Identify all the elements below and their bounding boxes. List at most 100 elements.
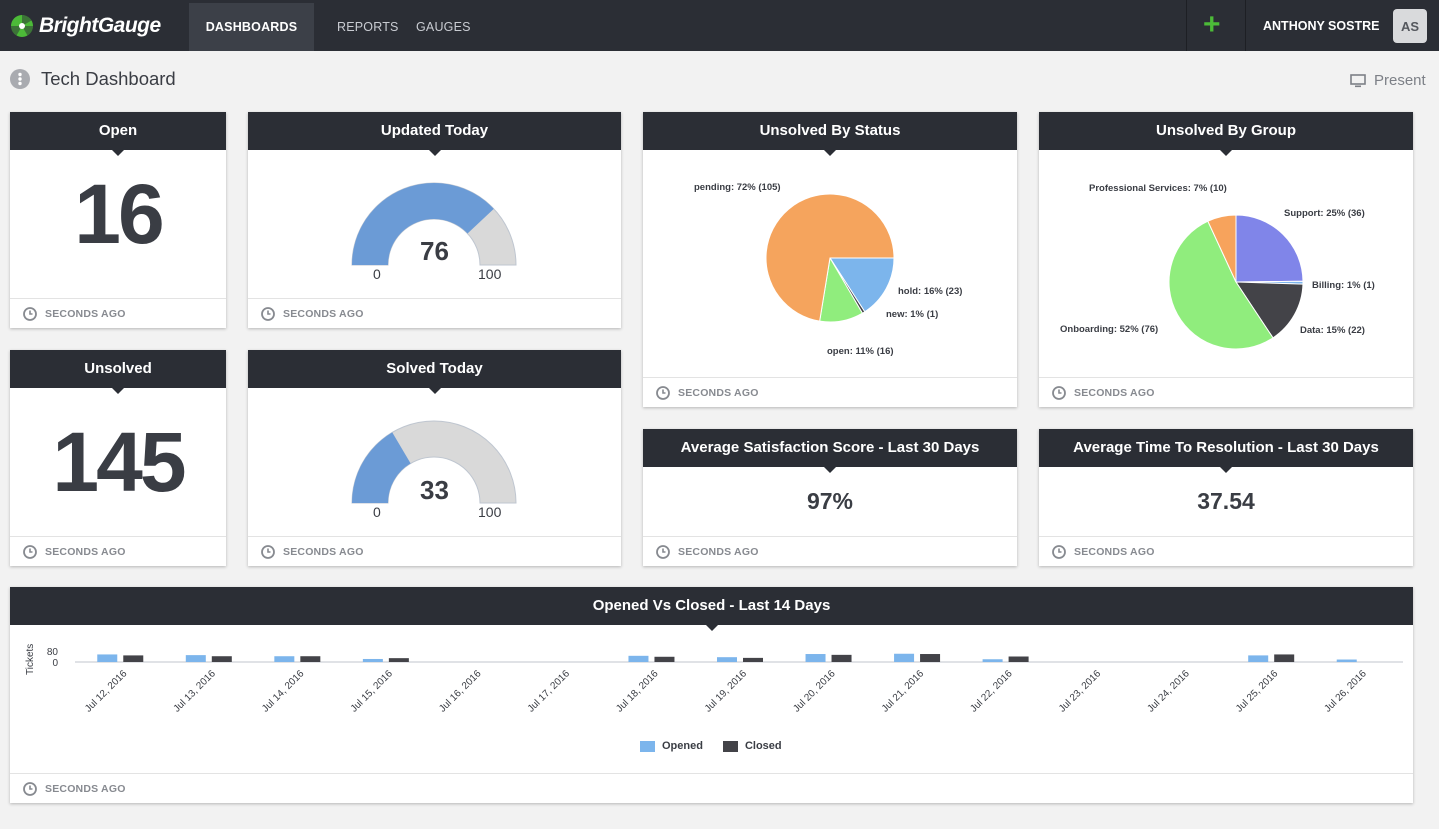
x-tick-label: Jul 18, 2016 (614, 668, 661, 715)
bar-opened[interactable] (97, 654, 118, 662)
card-footer: SECONDS AGO (10, 773, 1413, 803)
bar-opened[interactable] (1336, 659, 1357, 662)
pie-label-support: Support: 25% (36) (1284, 208, 1365, 219)
bar-closed[interactable] (654, 656, 675, 662)
bar-closed[interactable] (300, 656, 321, 662)
card-updated-today[interactable]: Updated Today 76 0 100 SECONDS AGO (248, 112, 621, 328)
nav-dashboards[interactable]: DASHBOARDS (189, 3, 314, 51)
x-tick-label: Jul 14, 2016 (260, 668, 307, 715)
logo-icon (11, 15, 33, 37)
card-title: Average Satisfaction Score - Last 30 Day… (643, 429, 1017, 473)
pie-label-new: new: 1% (1) (886, 309, 939, 320)
clock-icon (1052, 544, 1066, 559)
card-unsolved-by-group[interactable]: Unsolved By Group Support: 25% (36) Bill… (1039, 112, 1413, 407)
bar-opened[interactable] (628, 655, 649, 662)
unsolved-count: 145 (52, 415, 186, 509)
card-footer: SECONDS AGO (643, 536, 1017, 566)
present-label: Present (1374, 72, 1426, 89)
updated-time: SECONDS AGO (45, 545, 126, 558)
updated-time: SECONDS AGO (45, 307, 126, 320)
legend-opened[interactable]: Opened (640, 740, 703, 752)
updated-time: SECONDS AGO (1074, 386, 1155, 399)
bar-closed[interactable] (388, 658, 409, 662)
present-button[interactable]: Present (1350, 72, 1426, 89)
pie-slice[interactable] (765, 193, 895, 322)
y-tick-label: 80 (47, 647, 59, 658)
card-title: Unsolved By Status (643, 112, 1017, 156)
clock-icon (23, 781, 37, 796)
clock-icon (656, 385, 670, 400)
card-avg-satisfaction[interactable]: Average Satisfaction Score - Last 30 Day… (643, 429, 1017, 566)
avatar[interactable]: AS (1393, 9, 1427, 43)
monitor-icon (1350, 73, 1366, 87)
x-tick-label: Jul 19, 2016 (703, 668, 750, 715)
solved-today-gauge (351, 420, 517, 504)
bar-closed[interactable] (123, 655, 144, 662)
brightgauge-logo[interactable]: BrightGauge (10, 12, 161, 40)
bar-opened[interactable] (185, 655, 206, 662)
page-title: Tech Dashboard (41, 68, 176, 89)
gauge-min-label: 0 (373, 504, 381, 520)
updated-time: SECONDS AGO (678, 386, 759, 399)
x-tick-label: Jul 16, 2016 (437, 668, 484, 715)
top-nav-bar: BrightGauge DASHBOARDS REPORTS GAUGES + … (0, 0, 1439, 51)
card-solved-today[interactable]: Solved Today 33 0 100 SECONDS AGO (248, 350, 621, 566)
dashboard-menu-icon[interactable] (10, 69, 30, 89)
bar-closed[interactable] (1008, 656, 1029, 663)
legend-swatch (722, 740, 738, 752)
user-name[interactable]: ANTHONY SOSTRE (1263, 19, 1380, 33)
logo-text: BrightGauge (39, 14, 161, 37)
pie-slice[interactable] (1235, 281, 1304, 339)
pie-label-open: open: 11% (16) (827, 346, 894, 357)
bar-opened[interactable] (982, 659, 1003, 662)
nav-reports[interactable]: REPORTS (337, 20, 399, 34)
card-title: Open (10, 112, 226, 156)
gauge-fill (352, 183, 494, 265)
bar-closed[interactable] (920, 654, 941, 662)
pie-slice[interactable] (1207, 214, 1237, 283)
x-tick-label: Jul 26, 2016 (1323, 668, 1370, 715)
x-tick-label: Jul 17, 2016 (526, 668, 573, 715)
gauge-max-label: 100 (478, 266, 502, 282)
bar-opened[interactable] (274, 656, 295, 662)
open-count: 16 (74, 167, 164, 261)
bar-closed[interactable] (743, 657, 763, 662)
card-open[interactable]: Open 16 SECONDS AGO (10, 112, 226, 328)
bar-closed[interactable] (211, 656, 232, 662)
bar-opened[interactable] (717, 657, 737, 662)
chart-legend: Opened Closed (640, 740, 782, 752)
clock-icon (23, 306, 37, 321)
status-pie-chart (765, 193, 895, 323)
legend-label: Closed (744, 740, 782, 752)
bar-opened[interactable] (894, 653, 915, 662)
bar-opened[interactable] (805, 654, 826, 662)
gauge-fill (352, 432, 411, 503)
card-avg-resolution[interactable]: Average Time To Resolution - Last 30 Day… (1039, 429, 1413, 566)
bar-opened[interactable] (1248, 655, 1269, 662)
clock-icon (1052, 385, 1066, 400)
bar-opened[interactable] (362, 658, 383, 662)
card-footer: SECONDS AGO (643, 377, 1017, 407)
card-title: Updated Today (248, 112, 621, 156)
clock-icon (261, 544, 275, 559)
pie-slice[interactable] (1235, 214, 1304, 283)
card-title: Unsolved By Group (1039, 112, 1413, 156)
satisfaction-value: 97% (806, 488, 854, 514)
bar-closed[interactable] (831, 654, 852, 662)
bar-closed[interactable] (1274, 654, 1295, 662)
resolution-value: 37.54 (1197, 488, 1255, 514)
x-tick-label: Jul 22, 2016 (968, 668, 1015, 715)
add-button[interactable]: + (1203, 8, 1221, 41)
card-unsolved[interactable]: Unsolved 145 SECONDS AGO (10, 350, 226, 566)
pie-slice[interactable] (1168, 220, 1274, 350)
x-tick-label: Jul 25, 2016 (1234, 668, 1281, 715)
card-footer: SECONDS AGO (248, 298, 621, 328)
gauge-value: 76 (420, 236, 449, 266)
pie-slice[interactable] (829, 257, 895, 313)
y-tick-label: 0 (52, 658, 58, 669)
pie-label-hold: hold: 16% (23) (898, 286, 963, 297)
nav-gauges[interactable]: GAUGES (416, 20, 471, 34)
card-unsolved-by-status[interactable]: Unsolved By Status pending: 72% (105) ho… (643, 112, 1017, 407)
card-opened-vs-closed[interactable]: Opened Vs Closed - Last 14 Days Tickets … (10, 587, 1413, 803)
legend-closed[interactable]: Closed (722, 740, 782, 752)
